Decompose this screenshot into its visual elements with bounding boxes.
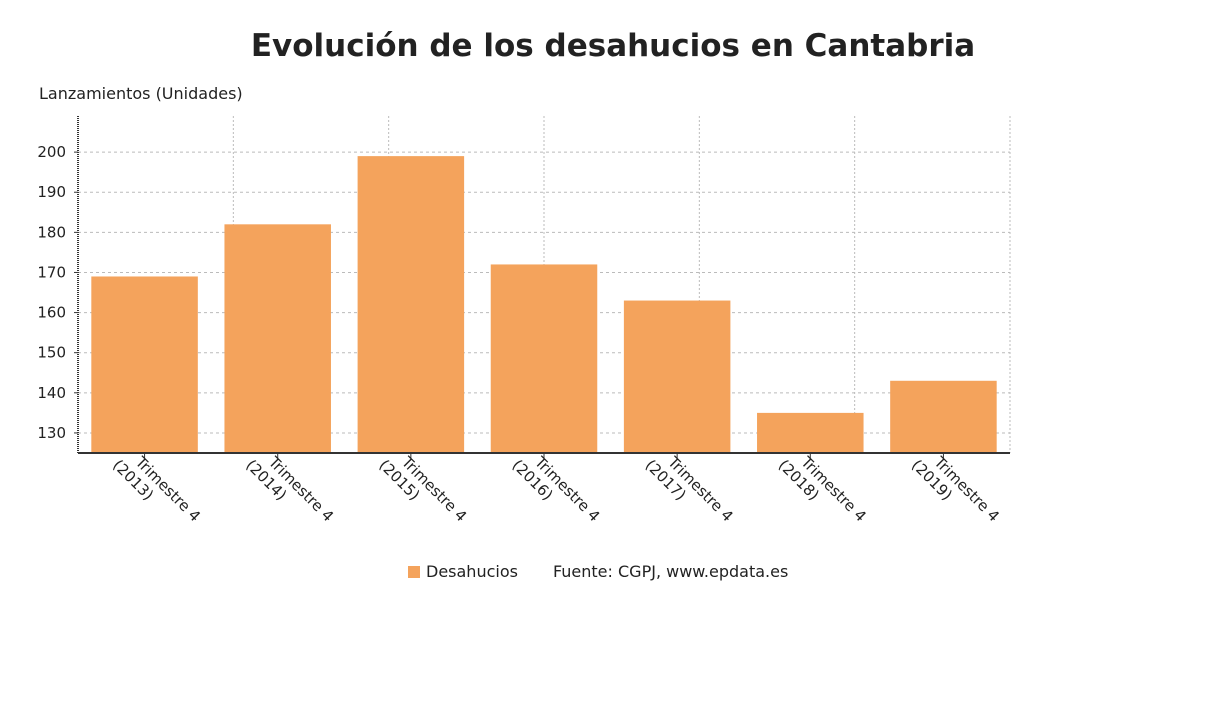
y-tick-label: 140 [37,384,66,402]
legend: Desahucios Fuente: CGPJ, www.epdata.es [408,562,788,581]
x-tick-label: Trimestre 4(2018) [775,443,870,538]
bar [623,300,731,453]
y-tick-label: 150 [37,344,66,362]
y-tick-label: 170 [37,263,66,281]
x-tick-label: Trimestre 4(2016) [509,443,604,538]
y-axis-label: Lanzamientos (Unidades) [39,84,243,103]
source-note: Fuente: CGPJ, www.epdata.es [552,562,789,581]
x-tick-label: Trimestre 4(2017) [642,443,737,538]
bar [757,412,864,453]
bar [91,276,198,453]
bar [224,224,331,453]
x-tick-label: Trimestre 4(2015) [375,443,470,538]
legend-label: Desahucios [426,562,518,581]
bar [890,380,997,453]
legend-swatch [408,565,420,578]
y-tick-label: 200 [37,143,66,161]
x-tick-label: Trimestre 4(2013) [109,443,204,538]
y-tick-label: 160 [37,304,66,322]
bar [357,156,465,453]
x-tick-label: Trimestre 4(2014) [242,443,337,538]
y-tick-label: 130 [37,424,66,442]
bar [490,264,598,453]
y-tick-label: 190 [37,183,66,201]
y-tick-label: 180 [37,223,66,241]
x-tick-label: Trimestre 4(2019) [908,443,1003,538]
chart-title: Evolución de los desahucios en Cantabria [250,28,976,64]
